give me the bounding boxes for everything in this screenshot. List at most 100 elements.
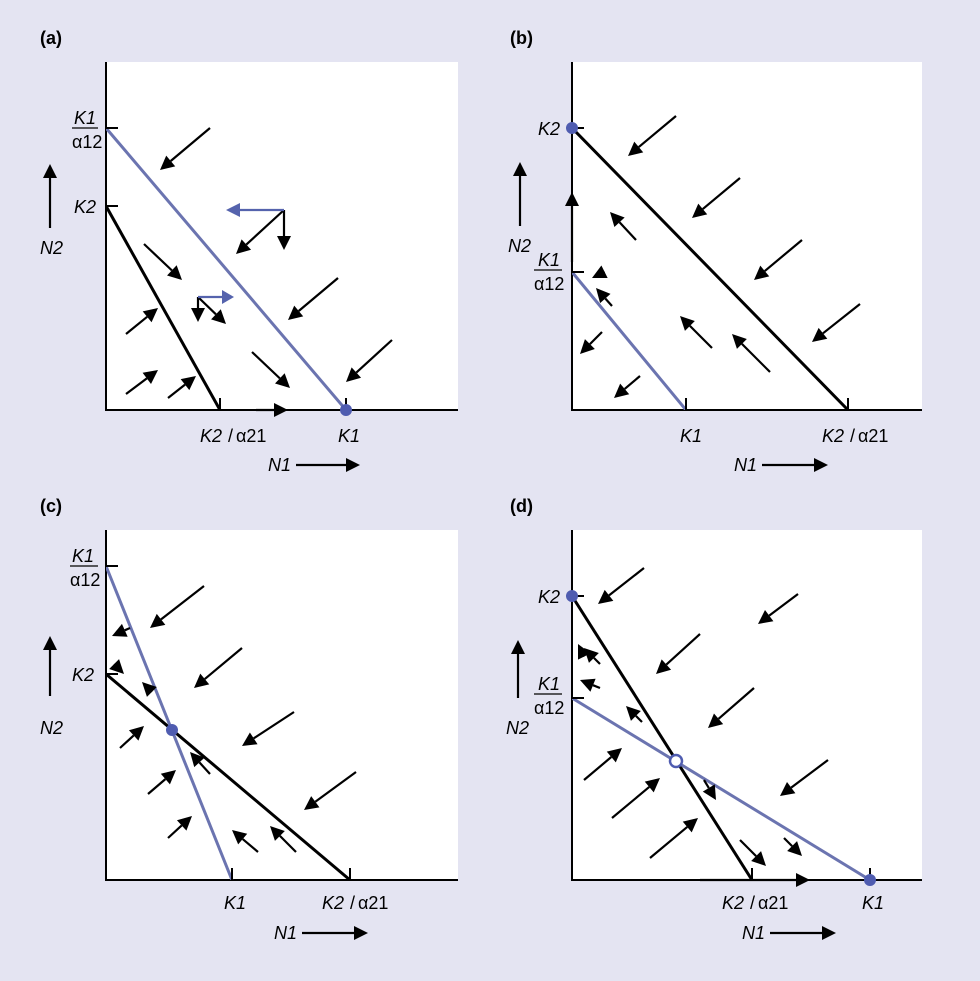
- panel-d-trajectory-arrowhead: [656, 659, 672, 674]
- panel-a-trajectory-arrowhead: [167, 265, 182, 280]
- panel-b-species1-isocline: [572, 271, 688, 410]
- panel-a-x-axis-label: N1: [268, 455, 360, 475]
- panel-c-xtick-label-k2-a21: K2 / α21: [322, 893, 388, 913]
- panel-a-trajectory-arrow-shaft: [197, 296, 217, 316]
- panel-c-trajectory-arrows: [109, 585, 357, 853]
- panel-c-trajectory-arrow-shaft: [314, 771, 357, 803]
- panel-d-ytick-label-k1-a12: K1 α12: [534, 674, 564, 718]
- panel-d-trajectory-arrow-shaft: [768, 593, 799, 617]
- panel-b-x-axis-label: N1: [734, 455, 828, 475]
- panel-c-trajectory-arrowhead: [176, 816, 192, 831]
- k2-symbol: K2: [722, 893, 744, 913]
- panel-c-trajectory-arrow-shaft: [147, 778, 167, 795]
- panel-b-trajectory-arrowhead: [610, 212, 625, 228]
- panel-a-trajectory-arrowhead: [180, 376, 196, 391]
- panel-d-y-axis-label: N2: [506, 640, 529, 738]
- x-axis-direction-arrowhead: [346, 458, 360, 472]
- panel-d-trajectory-arrow-shaft: [739, 839, 757, 857]
- panel-c-trajectory-arrowhead: [160, 770, 176, 785]
- panel-c-trajectory-arrowhead: [242, 732, 258, 746]
- alpha12-symbol: α12: [534, 274, 564, 294]
- panel-c-trajectory-arrow-shaft: [198, 761, 211, 775]
- panel-a-species2-isocline: [106, 205, 222, 410]
- panel-d-trajectory-arrow-shaft: [593, 657, 601, 665]
- panel-b-trajectory-arrow-shaft: [764, 239, 803, 272]
- panel-b-xtick-label-k2-a21: K2 / α21: [822, 426, 888, 446]
- panel-d-trajectory-arrowhead: [751, 851, 766, 866]
- panel-a-vector-arrowhead-blue: [226, 203, 240, 217]
- panel-c-plot-area: [106, 530, 458, 880]
- k1-symbol: K1: [74, 108, 96, 128]
- panel-c-trajectory-arrow-shaft: [253, 711, 295, 740]
- panel-a-trajectory-arrow-shaft: [170, 127, 211, 162]
- panel-b-xtick-label-k1: K1: [680, 426, 702, 446]
- k2-symbol: K2: [822, 426, 844, 446]
- y-axis-direction-arrowhead: [513, 162, 527, 176]
- x-axis-label: N1: [742, 923, 765, 943]
- panel-b-axes: [571, 62, 922, 411]
- panel-b-ytick-label-k2: K2: [538, 119, 560, 139]
- panel-a-trajectory-arrowhead: [346, 367, 362, 382]
- k1-symbol: K1: [72, 546, 94, 566]
- panel-d-ytick-label-k2: K2: [538, 587, 560, 607]
- panel-a-species1-isocline: [106, 127, 348, 410]
- panel-a-trajectory-arrowhead: [274, 403, 288, 417]
- panel-d-label: (d): [510, 496, 533, 516]
- panel-a-trajectory-arrow-shaft: [167, 383, 186, 399]
- panel-b-trajectory-arrowhead: [692, 203, 708, 218]
- panel-d-trajectory-arrow-shaft: [583, 756, 612, 781]
- panel-d-trajectory-arrowhead: [780, 782, 796, 796]
- panel-d-species1-isocline: [572, 696, 871, 880]
- panel-b-species2-isocline: [572, 126, 850, 410]
- panel-a-trajectory-arrow-shaft: [125, 315, 148, 335]
- panel-b-trajectory-arrowhead: [680, 316, 695, 331]
- panel-d-trajectory-arrow-shaft: [635, 715, 643, 723]
- panel-b: (b) K1 K2 / α21 K2 K1 α12 N1: [508, 28, 922, 475]
- panel-b-stable-equilibrium: [566, 122, 578, 134]
- panel-a-trajectory-arrowhead: [236, 239, 252, 254]
- slash-glyph: /: [228, 426, 233, 446]
- panel-b-trajectory-arrow-shaft: [604, 297, 613, 307]
- panel-a-trajectory-arrows: [125, 127, 393, 417]
- panel-c-trajectory-arrowhead: [112, 623, 128, 637]
- panel-a-trajectory-arrow-shaft: [125, 377, 148, 395]
- panel-b-trajectory-arrowhead: [732, 334, 747, 349]
- panel-c-xtick-label-k1: K1: [224, 893, 246, 913]
- panel-d-trajectory-arrows: [578, 567, 829, 887]
- y-axis-label: N2: [506, 718, 529, 738]
- panel-c-x-axis-label: N1: [274, 923, 368, 943]
- panel-c-label: (c): [40, 496, 62, 516]
- y-axis-direction-arrowhead: [43, 164, 57, 178]
- k2-symbol: K2: [322, 893, 344, 913]
- y-axis-label: N2: [40, 238, 63, 258]
- panel-a-trajectory-arrow-shaft: [251, 351, 281, 380]
- panel-d-plot-area: [572, 530, 922, 880]
- panel-d-trajectory-arrow-shaft: [665, 633, 701, 666]
- panel-a-blue-vector-arrows: [198, 203, 284, 304]
- y-axis-label: N2: [508, 236, 531, 256]
- alpha12-symbol: α12: [72, 132, 102, 152]
- panel-b-trajectory-arrowhead: [628, 141, 644, 156]
- panel-c-trajectory-arrowhead: [232, 830, 248, 845]
- panel-d-trajectory-arrow-shaft: [592, 684, 601, 690]
- panel-d-stable-equilibrium-k1: [864, 874, 876, 886]
- panel-b-trajectory-arrowhead: [580, 339, 595, 354]
- panel-c-trajectory-arrow-shaft: [124, 626, 131, 632]
- panel-c-trajectory-arrowhead: [190, 752, 205, 768]
- panel-c-axes: [105, 530, 458, 881]
- alpha21-symbol: α21: [858, 426, 888, 446]
- x-axis-label: N1: [268, 455, 291, 475]
- panel-d-trajectory-arrowhead: [578, 644, 591, 660]
- panel-b-ytick-label-k1-a12: K1 α12: [534, 250, 564, 294]
- panel-c-trajectory-arrowhead: [304, 796, 320, 810]
- panel-c-trajectory-arrowhead: [270, 826, 285, 841]
- panel-c-trajectory-arrow-shaft: [279, 835, 297, 853]
- panel-a-trajectory-arrowhead: [211, 309, 226, 324]
- alpha21-symbol: α21: [358, 893, 388, 913]
- y-axis-direction-arrowhead: [511, 640, 525, 654]
- panel-d-trajectory-arrow-shaft: [790, 759, 829, 789]
- slash-glyph: /: [750, 893, 755, 913]
- panel-c-trajectory-arrowhead: [109, 659, 124, 674]
- panel-a-ytick-label-k2: K2: [74, 197, 96, 217]
- panel-c-y-axis-label: N2: [40, 636, 63, 738]
